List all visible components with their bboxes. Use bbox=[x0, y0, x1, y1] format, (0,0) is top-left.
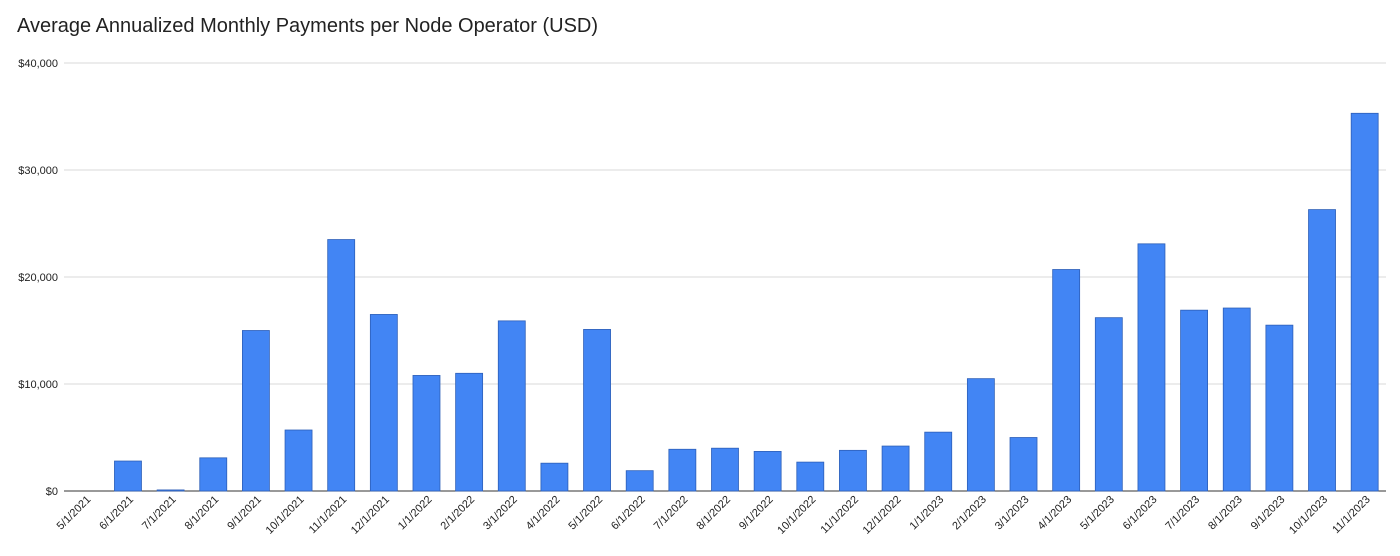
x-tick-label: 7/1/2022 bbox=[652, 494, 691, 533]
x-tick-label: 7/1/2023 bbox=[1163, 494, 1202, 533]
x-tick-label: 2/1/2023 bbox=[950, 494, 989, 533]
x-tick-label: 5/1/2023 bbox=[1078, 494, 1117, 533]
bar bbox=[1094, 317, 1123, 492]
bar bbox=[966, 378, 995, 492]
x-tick-label: 2/1/2022 bbox=[438, 494, 477, 533]
x-tick-label: 3/1/2022 bbox=[481, 494, 520, 533]
bar bbox=[711, 447, 739, 492]
bar bbox=[583, 329, 611, 492]
y-axis-tick-labels: $0 $10,000 $20,000 $30,000 $40,000 bbox=[18, 58, 58, 498]
x-tick-label: 11/1/2023 bbox=[1330, 494, 1373, 537]
x-tick-label: 8/1/2023 bbox=[1206, 494, 1245, 533]
bar bbox=[1009, 437, 1038, 492]
bar bbox=[1052, 269, 1081, 492]
bar bbox=[369, 314, 398, 492]
bar bbox=[1180, 309, 1208, 492]
y-tick-label: $30,000 bbox=[18, 165, 58, 177]
bar bbox=[242, 330, 270, 492]
bar bbox=[668, 448, 697, 492]
bars bbox=[114, 112, 1379, 492]
x-tick-label: 11/1/2022 bbox=[819, 494, 862, 537]
x-tick-label: 10/1/2021 bbox=[264, 494, 307, 537]
bar bbox=[327, 239, 356, 492]
bar bbox=[1137, 243, 1166, 492]
x-tick-label: 6/1/2021 bbox=[97, 494, 136, 533]
bar bbox=[284, 429, 313, 492]
x-tick-label: 7/1/2021 bbox=[140, 494, 179, 533]
bar bbox=[156, 489, 185, 492]
x-axis-tick-labels: 5/1/2021 6/1/2021 7/1/2021 8/1/2021 9/1/2021… bbox=[55, 494, 1373, 537]
chart-title: Average Annualized Monthly Payments per … bbox=[17, 15, 599, 37]
x-tick-label: 8/1/2021 bbox=[183, 494, 222, 533]
bar bbox=[199, 457, 228, 492]
bar bbox=[455, 372, 484, 492]
y-tick-label: $40,000 bbox=[18, 58, 58, 70]
x-tick-label: 6/1/2022 bbox=[609, 494, 648, 533]
bar bbox=[114, 460, 142, 492]
bar bbox=[625, 470, 654, 492]
bar bbox=[497, 320, 526, 492]
y-tick-label: $20,000 bbox=[18, 272, 58, 284]
x-tick-label: 8/1/2022 bbox=[694, 494, 733, 533]
x-tick-label: 12/1/2022 bbox=[861, 494, 904, 537]
bar bbox=[1350, 112, 1379, 492]
x-tick-label: 4/1/2022 bbox=[524, 494, 563, 533]
x-tick-label: 5/1/2022 bbox=[566, 494, 605, 533]
bar bbox=[924, 431, 953, 492]
x-tick-label: 9/1/2022 bbox=[737, 494, 776, 533]
y-tick-label: $10,000 bbox=[18, 379, 58, 391]
x-tick-label: 1/1/2022 bbox=[396, 494, 435, 533]
bar bbox=[881, 445, 910, 492]
x-tick-label: 4/1/2023 bbox=[1036, 494, 1075, 533]
x-tick-label: 10/1/2023 bbox=[1287, 494, 1330, 537]
x-tick-label: 5/1/2021 bbox=[55, 494, 94, 533]
x-tick-label: 1/1/2023 bbox=[908, 494, 947, 533]
x-tick-label: 11/1/2021 bbox=[307, 494, 350, 537]
bar bbox=[1265, 324, 1294, 492]
bar bbox=[540, 462, 569, 492]
bar bbox=[412, 375, 441, 492]
y-tick-label: $0 bbox=[46, 486, 58, 498]
bar bbox=[1222, 307, 1251, 492]
x-tick-label: 9/1/2021 bbox=[225, 494, 264, 533]
bar bbox=[1308, 209, 1336, 492]
x-tick-label: 3/1/2023 bbox=[993, 494, 1032, 533]
bar bbox=[753, 451, 782, 492]
bar bbox=[796, 461, 825, 492]
x-tick-label: 12/1/2021 bbox=[349, 494, 392, 537]
x-tick-label: 9/1/2023 bbox=[1249, 494, 1288, 533]
x-tick-label: 6/1/2023 bbox=[1121, 494, 1160, 533]
x-tick-label: 10/1/2022 bbox=[775, 494, 818, 537]
bar bbox=[839, 449, 867, 492]
